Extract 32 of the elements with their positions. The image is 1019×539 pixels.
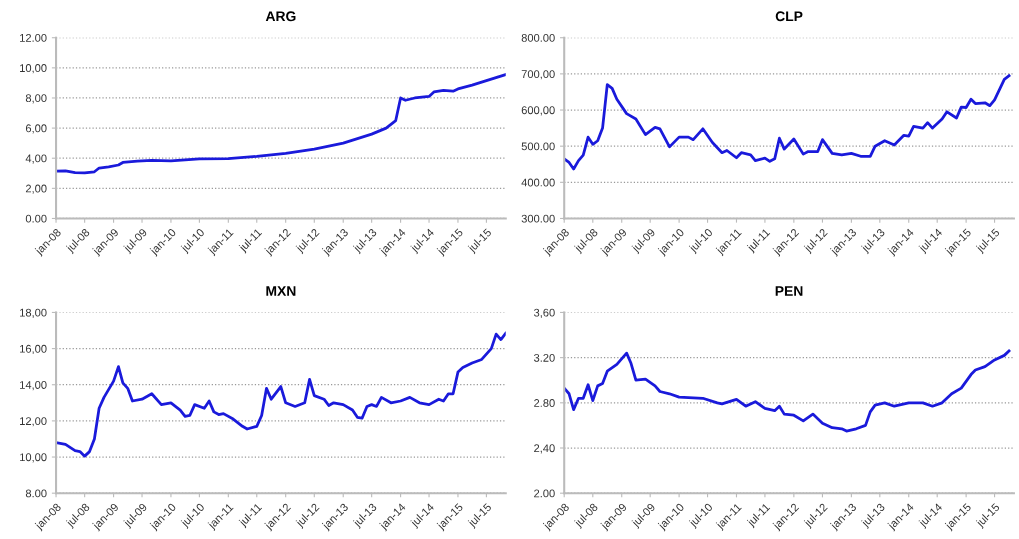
line-series (564, 349, 1011, 433)
y-tick-label: 2.80 (534, 399, 555, 407)
y-tick-label: 2,00 (25, 184, 47, 194)
y-tick-label: 600,00 (521, 106, 555, 116)
line-series (56, 331, 506, 458)
y-tick-label: 8.00 (25, 489, 47, 498)
line-series (564, 74, 1011, 171)
y-tick-label: 700,00 (521, 70, 555, 80)
y-tick-label: 6,00 (25, 124, 47, 134)
line-series (56, 73, 506, 175)
y-tick-label: 0.00 (25, 214, 47, 223)
y-tick-label: 4,00 (25, 154, 47, 164)
y-tick-label: 2.00 (534, 489, 555, 498)
y-tick-label: 10,00 (20, 64, 47, 74)
y-tick-label: 14,00 (20, 381, 47, 391)
y-tick-label: 8,00 (25, 94, 47, 104)
y-tick-label: 12.00 (20, 34, 47, 42)
chart-title: MXN (266, 286, 296, 296)
y-tick-label: 3,60 (533, 308, 555, 318)
y-tick-label: 18,00 (20, 308, 47, 318)
y-tick-label: 2,40 (534, 444, 555, 454)
y-tick-label: 16,00 (20, 344, 47, 355)
y-tick-label: 400.00 (521, 178, 555, 187)
y-tick-label: 300.00 (521, 214, 555, 223)
chart-title: PEN (775, 286, 803, 296)
y-tick-label: 3.20 (533, 353, 555, 362)
y-tick-label: 500.00 (521, 142, 555, 151)
chart-title: ARG (265, 11, 296, 22)
y-tick-label: 10,00 (20, 453, 47, 463)
chart-title: CLP (775, 11, 803, 22)
y-tick-label: 800.00 (521, 34, 555, 42)
y-tick-label: 12,00 (20, 417, 47, 427)
